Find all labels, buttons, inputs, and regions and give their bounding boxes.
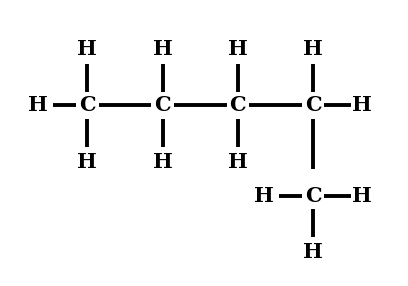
Text: H: H — [352, 186, 372, 206]
Text: H: H — [228, 39, 248, 59]
Text: H: H — [153, 39, 173, 59]
Text: C: C — [154, 95, 171, 115]
Text: H: H — [254, 186, 274, 206]
Text: H: H — [78, 39, 97, 59]
Text: H: H — [303, 39, 323, 59]
Text: H: H — [228, 152, 248, 172]
Text: H: H — [78, 152, 97, 172]
Text: H: H — [153, 152, 173, 172]
Text: H: H — [29, 95, 49, 115]
Text: H: H — [352, 95, 372, 115]
Text: C: C — [305, 186, 322, 206]
Text: C: C — [79, 95, 95, 115]
Text: C: C — [305, 95, 322, 115]
Text: C: C — [230, 95, 246, 115]
Text: H: H — [303, 242, 323, 262]
